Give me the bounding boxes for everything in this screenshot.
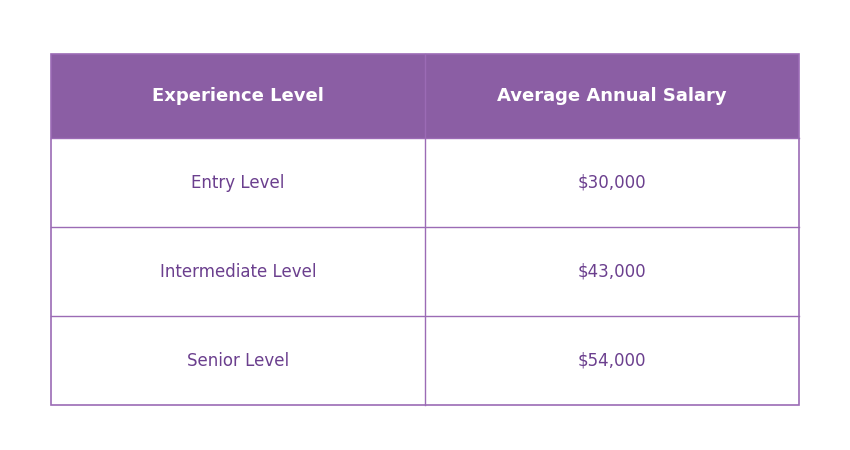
Text: Entry Level: Entry Level	[191, 174, 285, 192]
Text: Experience Level: Experience Level	[152, 87, 324, 105]
Text: $43,000: $43,000	[578, 263, 646, 281]
Text: Senior Level: Senior Level	[187, 351, 289, 369]
Text: $30,000: $30,000	[578, 174, 646, 192]
FancyBboxPatch shape	[51, 316, 799, 405]
Text: Intermediate Level: Intermediate Level	[160, 263, 316, 281]
Text: $54,000: $54,000	[578, 351, 646, 369]
FancyBboxPatch shape	[51, 138, 799, 227]
FancyBboxPatch shape	[51, 227, 799, 316]
FancyBboxPatch shape	[51, 54, 799, 138]
Text: Average Annual Salary: Average Annual Salary	[497, 87, 727, 105]
